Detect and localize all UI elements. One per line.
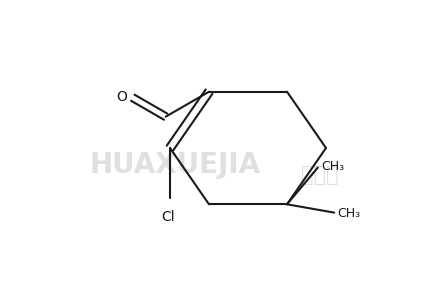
Text: HUAXUEJIA: HUAXUEJIA xyxy=(89,151,261,179)
Text: CH₃: CH₃ xyxy=(337,207,360,220)
Text: O: O xyxy=(116,90,127,104)
Text: 化学加: 化学加 xyxy=(301,165,339,185)
Text: CH₃: CH₃ xyxy=(321,160,344,173)
Text: Cl: Cl xyxy=(161,210,175,224)
